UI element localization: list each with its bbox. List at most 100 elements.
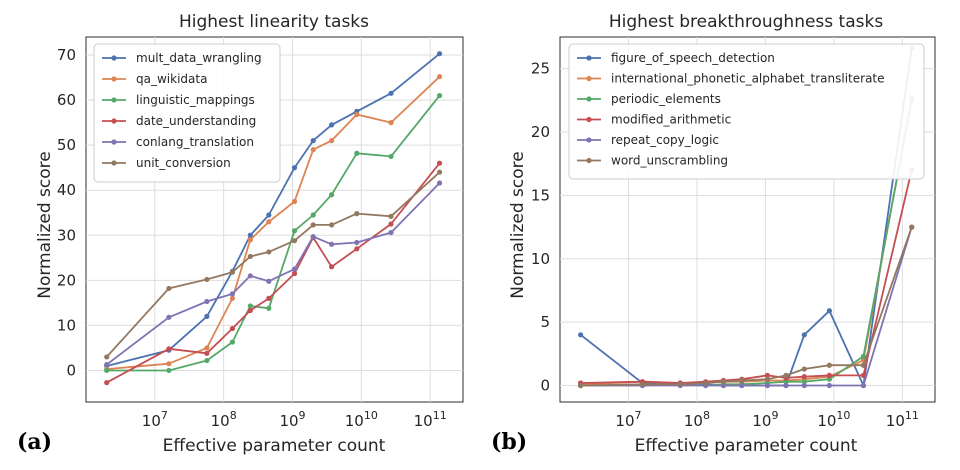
data-point (720, 382, 727, 389)
chart-title-b: Highest breakthroughness tasks (609, 12, 884, 32)
data-point (310, 234, 316, 240)
series-line-repeat_copy_logic (580, 226, 913, 387)
data-point (291, 198, 298, 205)
y-tick-label: 50 (57, 136, 76, 154)
data-point (677, 381, 683, 387)
data-point (354, 239, 360, 246)
data-point (388, 90, 394, 96)
data-point (764, 372, 771, 378)
data-point (310, 147, 316, 153)
data-point (354, 111, 360, 118)
data-point (291, 270, 298, 277)
y-tick-label: 30 (57, 226, 76, 244)
data-point (436, 160, 443, 166)
legend-marker (586, 116, 592, 123)
data-point (639, 381, 646, 387)
data-point (860, 353, 867, 359)
y-axis-label-b: Normalized score (508, 151, 528, 299)
data-point (229, 291, 236, 297)
x-tick-label: 1011 (414, 409, 447, 430)
data-point (229, 325, 236, 332)
data-point (388, 229, 394, 236)
series-line-modified_arithmetic (580, 169, 913, 384)
x-tick-label: 1011 (886, 409, 919, 430)
panel-b: 107 108 109 1010 1011 0 5 10 15 20 25 figure_of_s… (491, 12, 936, 456)
data-point (291, 238, 298, 244)
data-point (801, 382, 807, 389)
data-point (764, 376, 771, 382)
data-point (388, 153, 394, 160)
data-point (310, 212, 316, 218)
data-point (247, 232, 253, 238)
y-tick-label: 0 (66, 361, 76, 379)
data-point (166, 285, 172, 292)
data-point (764, 382, 771, 389)
data-point (266, 212, 272, 218)
y-tick-label: 60 (57, 91, 76, 109)
data-point (166, 361, 172, 367)
data-point (229, 339, 236, 345)
legend-label: repeat_copy_logic (611, 133, 719, 147)
legend-label: international_phonetic_alphabet_translit… (611, 72, 885, 86)
data-point (229, 295, 236, 301)
data-point (354, 211, 360, 217)
data-point (166, 346, 172, 352)
legend-label: modified_arithmetic (611, 113, 731, 127)
data-point (266, 249, 272, 255)
data-point (436, 51, 443, 57)
data-point (783, 379, 789, 385)
data-point (739, 382, 745, 389)
data-point (826, 308, 832, 314)
legend-label: date_understanding (136, 114, 256, 128)
x-tick-label: 107 (615, 409, 641, 430)
data-point (354, 246, 360, 252)
data-point (204, 298, 210, 305)
data-point (783, 382, 789, 389)
legend-b: figure_of_speech_detection international_… (568, 43, 925, 180)
data-point (204, 313, 210, 319)
panel-label-a: (a) (17, 429, 52, 455)
legend-marker (111, 160, 117, 166)
y-tick-label: 25 (531, 60, 550, 78)
data-point (436, 180, 443, 186)
data-point (826, 382, 832, 389)
x-tick-label: 109 (752, 409, 778, 430)
legend-box (568, 43, 925, 180)
data-point (204, 345, 210, 351)
data-point (247, 273, 253, 279)
y-tick-label: 20 (531, 123, 550, 141)
legend-marker (586, 75, 592, 82)
legend-a: mult_data_wrangling qa_wikidata linguistic… (93, 43, 281, 183)
data-point (909, 224, 915, 230)
data-point (703, 380, 709, 386)
series-line-mult_data_wrangling (106, 53, 441, 367)
legend-label: word_unscrambling (611, 154, 728, 168)
data-point (166, 314, 172, 320)
y-tick-label: 0 (540, 377, 550, 395)
legend-marker (586, 157, 592, 164)
y-tick-label: 15 (531, 186, 550, 204)
x-tick-label: 1010 (817, 409, 850, 430)
x-ticks-a: 107 108 109 1010 1011 (142, 409, 447, 430)
legend-label: linguistic_mappings (136, 93, 255, 107)
legend-marker (111, 139, 117, 145)
data-point (578, 332, 584, 338)
data-point (739, 377, 745, 384)
legend-marker (586, 96, 592, 102)
data-point (310, 138, 316, 144)
data-point (801, 366, 807, 372)
legend-box (93, 43, 281, 183)
panel-label-b: (b) (491, 429, 527, 455)
data-point (783, 372, 789, 378)
data-point (860, 362, 867, 368)
data-point (826, 372, 832, 378)
data-point (860, 372, 867, 378)
panel-a: 107 108 109 1010 1011 0 10 20 30 40 50 60 70 mult_d… (17, 12, 464, 456)
data-point (329, 222, 335, 228)
data-point (436, 74, 443, 80)
chart-title-a: Highest linearity tasks (179, 12, 369, 32)
data-point (436, 169, 443, 175)
series-line-date_understanding (106, 162, 441, 384)
series-group-a (104, 51, 443, 386)
